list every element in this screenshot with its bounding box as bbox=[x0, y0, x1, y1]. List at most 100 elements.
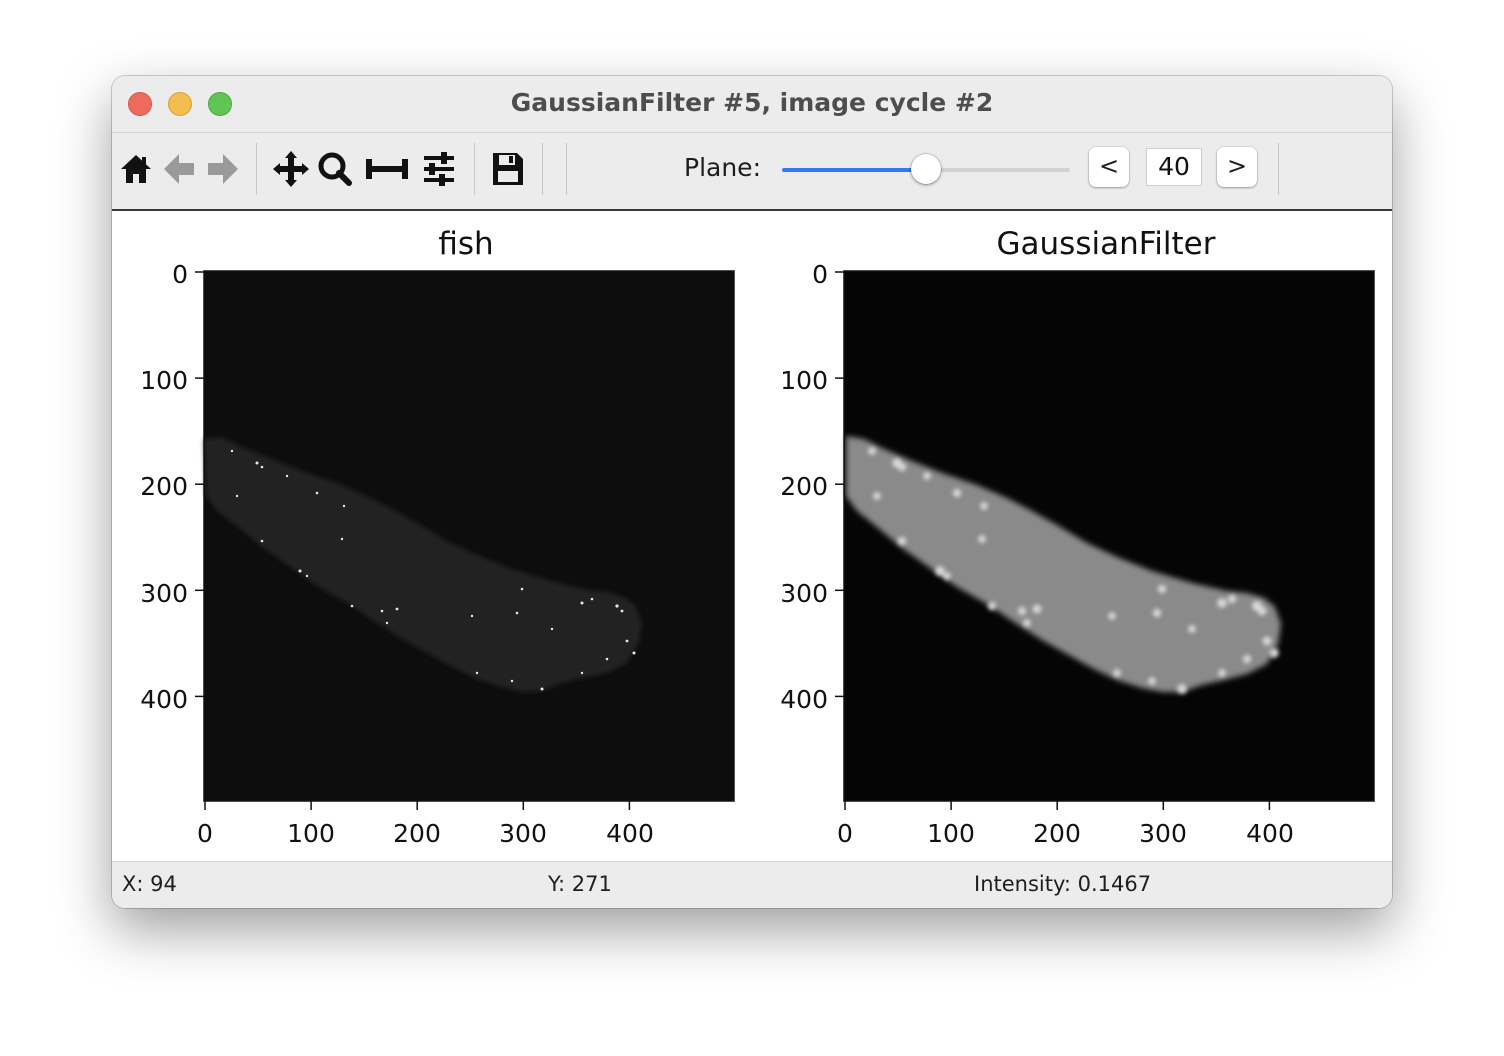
configure-icon[interactable] bbox=[420, 147, 458, 191]
save-icon[interactable] bbox=[488, 147, 528, 191]
y-tick-label: 400 bbox=[780, 685, 828, 714]
title-bar: GaussianFilter #5, image cycle #2 bbox=[112, 76, 1392, 133]
speckle bbox=[305, 574, 309, 578]
speckle bbox=[260, 539, 264, 543]
slider-knob[interactable] bbox=[911, 154, 941, 184]
minimize-button[interactable] bbox=[168, 92, 192, 116]
toolbar-separator bbox=[566, 143, 567, 195]
pan-icon[interactable] bbox=[272, 147, 310, 191]
speckle bbox=[230, 449, 234, 453]
speckle bbox=[520, 587, 524, 591]
x-tick-label: 300 bbox=[499, 819, 547, 848]
toolbar: Plane: < > bbox=[112, 133, 1392, 211]
status-bar: X: 94 Y: 271 Intensity: 0.1467 bbox=[112, 861, 1392, 908]
close-button[interactable] bbox=[128, 92, 152, 116]
blurred-speckle bbox=[923, 472, 931, 480]
speckle bbox=[632, 651, 636, 655]
speckle bbox=[255, 461, 259, 465]
x-tick-label: 400 bbox=[1246, 819, 1294, 848]
y-tick-label: 400 bbox=[140, 685, 188, 714]
speckle bbox=[235, 494, 239, 498]
next-plane-button[interactable]: > bbox=[1217, 147, 1257, 187]
axis-ticks bbox=[835, 271, 1271, 810]
blurred-speckle bbox=[1148, 677, 1156, 685]
speckles bbox=[230, 449, 636, 691]
back-arrow-icon[interactable] bbox=[160, 147, 198, 191]
speckle bbox=[298, 569, 302, 573]
status-intensity: Intensity: 0.1467 bbox=[974, 872, 1152, 896]
blurred-speckle bbox=[897, 462, 907, 472]
blurred-speckle bbox=[1157, 584, 1167, 594]
slider-fill bbox=[782, 168, 926, 172]
blurred-speckle bbox=[952, 488, 962, 498]
speckle bbox=[580, 601, 584, 605]
blurred-speckle bbox=[1032, 604, 1042, 614]
speckle bbox=[605, 657, 609, 661]
y-tick-label: 200 bbox=[780, 472, 828, 501]
figure-canvas[interactable]: fish 0 100 200 300 400 0 100 2 bbox=[112, 211, 1392, 861]
blurred-speckle bbox=[1269, 648, 1279, 658]
home-icon[interactable] bbox=[118, 147, 154, 191]
axis-ticks bbox=[195, 271, 631, 810]
blurred-speckle bbox=[1242, 654, 1252, 664]
speckle bbox=[540, 687, 544, 691]
blurred-speckle bbox=[980, 502, 988, 510]
y-tick-labels: 0 100 200 300 400 bbox=[140, 260, 188, 714]
blurred-speckle bbox=[987, 601, 997, 611]
x-tick-labels: 0 100 200 300 400 bbox=[197, 819, 654, 848]
blurred-speckle bbox=[1218, 669, 1226, 677]
blurred-speckle bbox=[868, 447, 876, 455]
x-tick-label: 400 bbox=[606, 819, 654, 848]
speckle bbox=[515, 611, 519, 615]
y-tick-label: 100 bbox=[780, 366, 828, 395]
speckle bbox=[260, 465, 264, 469]
zoom-window-button[interactable] bbox=[208, 92, 232, 116]
speckle bbox=[395, 607, 399, 611]
axes-frame bbox=[843, 270, 1375, 802]
speckle bbox=[470, 614, 474, 618]
speckle bbox=[385, 621, 389, 625]
filtered-fish bbox=[846, 436, 1281, 694]
speckle bbox=[315, 491, 319, 495]
y-tick-label: 0 bbox=[172, 260, 188, 289]
speckle bbox=[510, 679, 514, 683]
toolbar-separator bbox=[256, 143, 257, 195]
blurred-speckle bbox=[897, 536, 907, 546]
y-tick-label: 300 bbox=[140, 579, 188, 608]
status-x: X: 94 bbox=[122, 872, 177, 896]
speckle bbox=[342, 504, 346, 508]
plot-gaussianfilter[interactable]: GaussianFilter 0 100 200 300 400 0 1 bbox=[780, 226, 1375, 848]
zoom-icon[interactable] bbox=[316, 147, 354, 191]
blurred-speckle bbox=[1262, 636, 1272, 646]
speckle bbox=[590, 597, 594, 601]
speckle bbox=[625, 639, 629, 643]
subplots-icon[interactable] bbox=[364, 147, 410, 191]
status-y: Y: 271 bbox=[548, 872, 612, 896]
window-title: GaussianFilter #5, image cycle #2 bbox=[510, 88, 994, 117]
blurred-speckle bbox=[1023, 619, 1031, 627]
speckle bbox=[350, 604, 354, 608]
axes-frame bbox=[203, 270, 735, 802]
blurred-speckle bbox=[1188, 625, 1196, 633]
speckle bbox=[285, 474, 289, 478]
x-tick-label: 0 bbox=[837, 819, 853, 848]
toolbar-separator bbox=[1278, 143, 1279, 195]
blurred-speckle bbox=[978, 535, 986, 543]
y-tick-label: 100 bbox=[140, 366, 188, 395]
x-tick-label: 100 bbox=[927, 819, 975, 848]
y-tick-label: 200 bbox=[140, 472, 188, 501]
blurred-speckle bbox=[1152, 608, 1162, 618]
fish-body bbox=[204, 437, 642, 692]
forward-arrow-icon[interactable] bbox=[204, 147, 242, 191]
previous-plane-button[interactable]: < bbox=[1089, 147, 1129, 187]
blurred-speckle bbox=[935, 566, 945, 576]
plane-number-field[interactable] bbox=[1146, 148, 1202, 186]
y-tick-label: 0 bbox=[812, 260, 828, 289]
y-tick-label: 300 bbox=[780, 579, 828, 608]
plane-slider[interactable] bbox=[782, 153, 1072, 187]
toolbar-separator bbox=[542, 143, 543, 195]
plot-fish[interactable]: fish 0 100 200 300 400 0 100 2 bbox=[140, 226, 735, 848]
x-tick-label: 300 bbox=[1139, 819, 1187, 848]
blurred-speckle bbox=[943, 572, 951, 580]
speckle bbox=[615, 604, 619, 608]
